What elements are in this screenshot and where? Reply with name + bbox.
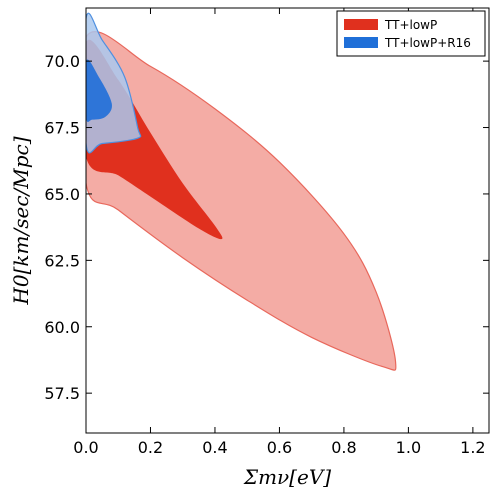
- axis-ticks: 0.0 0.2 0.4 0.6 0.8 1.0 1.2 57.5 60.0 62.5 65.0 67.…: [44, 8, 489, 457]
- legend-box: [336, 10, 486, 57]
- contour-68-tt-lowp-r16: [86, 59, 112, 123]
- x-tick-label: 1.0: [396, 438, 421, 457]
- y-tick-label: 60.0: [44, 318, 80, 337]
- legend: TT+lowP TT+lowP+R16: [336, 10, 486, 57]
- x-tick-label: 0.2: [138, 438, 163, 457]
- x-tick-label: 0.0: [73, 438, 98, 457]
- y-tick-label: 70.0: [44, 52, 80, 71]
- legend-swatch: [344, 37, 378, 48]
- y-tick-label: 67.5: [44, 119, 80, 138]
- legend-entry: TT+lowP: [384, 18, 437, 32]
- contour-regions: [86, 12, 397, 371]
- legend-swatch: [344, 19, 378, 30]
- x-tick-label: 0.4: [202, 438, 227, 457]
- y-tick-label: 62.5: [44, 251, 80, 270]
- y-axis-label: H0[km/sec/Mpc]: [9, 136, 33, 305]
- x-tick-label: 0.6: [267, 438, 292, 457]
- plot-frame: [85, 7, 490, 434]
- contour-95-tt-lowp: [86, 31, 397, 371]
- legend-entry: TT+lowP+R16: [384, 36, 471, 50]
- y-tick-label: 65.0: [44, 185, 80, 204]
- y-tick-label: 57.5: [44, 384, 80, 403]
- x-tick-label: 0.8: [331, 438, 356, 457]
- x-tick-label: 1.2: [460, 438, 485, 457]
- x-axis-label: Σmν[eV]: [243, 465, 331, 489]
